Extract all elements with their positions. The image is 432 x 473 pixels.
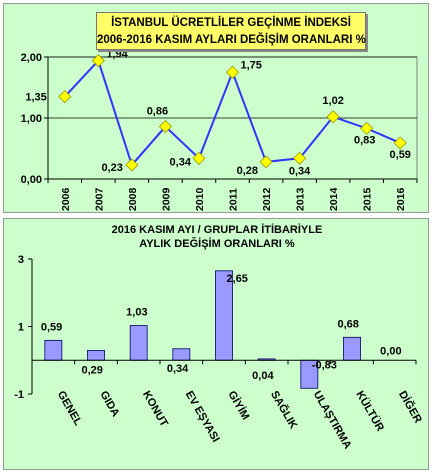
x-tick-label: 2015: [362, 187, 374, 211]
x-tick-label: 2013: [295, 187, 307, 211]
data-point: [225, 65, 240, 79]
y-tick-label: 0,00: [21, 174, 42, 186]
line-chart-title-line-2: 2006-2016 KASIM AYLARI DEĞİŞİM ORANLARI …: [97, 34, 366, 46]
data-label: 0,83: [354, 134, 375, 146]
data-label: 0,28: [237, 165, 258, 177]
y-tick-label: -1: [14, 389, 24, 401]
data-point: [326, 110, 340, 124]
y-tick-label: 1,00: [21, 113, 42, 125]
data-label: 1,94: [106, 49, 128, 61]
x-tick-label: SAĞLIK: [268, 389, 300, 432]
x-tick-label: KONUT: [140, 389, 170, 429]
x-tick-label: GENEL: [55, 389, 84, 428]
line-chart-panel: 0,00 1,00 2,00 2006 2007 2008 2009 2010 2011 2012…: [3, 3, 429, 213]
x-tick-label: 2011: [228, 188, 240, 211]
data-label: 0,59: [390, 149, 411, 161]
data-point: [293, 151, 307, 165]
data-point: [91, 54, 105, 68]
bar-chart-title-line-1: 2016 KASIM AYI / GRUPLAR İTİBARİYLE: [111, 224, 323, 236]
bar: [172, 348, 191, 361]
data-label: 0,23: [101, 162, 122, 174]
y-tick-label: 2,00: [21, 52, 42, 64]
data-label: 0,86: [147, 106, 168, 118]
data-label: 0,68: [338, 318, 359, 330]
x-tick-label: 2008: [127, 187, 139, 211]
x-tick-label: 2016: [395, 187, 407, 211]
data-point: [58, 90, 72, 104]
bar: [44, 339, 63, 361]
data-label: 1,35: [25, 92, 46, 104]
bar: [87, 350, 105, 361]
bar-chart-panel: 2016 KASIM AYI / GRUPLAR İTİBARİYLE AYLI…: [3, 218, 429, 470]
data-point: [393, 136, 407, 150]
bar-chart: -1 1 3 0,59 0,29 1,03 0,34 2,65 0,04 -0,83 0,68 0,0…: [14, 254, 425, 451]
x-tick-label: DİĞER: [396, 389, 425, 426]
data-label: 2,65: [227, 273, 248, 285]
data-label: 0,29: [82, 364, 103, 376]
x-tick-label: 2010: [194, 187, 206, 211]
x-tick-label: 2014: [328, 187, 340, 211]
data-label: 0,34: [170, 156, 192, 168]
x-tick-label: 2007: [93, 187, 105, 211]
data-point: [192, 151, 206, 165]
x-tick-label: 2006: [60, 187, 72, 211]
data-label: -0,83: [312, 359, 337, 371]
x-tick-label: 2009: [160, 187, 172, 211]
data-label: 0,00: [380, 345, 401, 357]
data-label: 0,04: [252, 370, 274, 382]
bar: [343, 336, 361, 361]
line-chart-title-line-1: İSTANBUL ÜCRETLİLER GEÇİNME İNDEKSİ: [111, 17, 351, 29]
data-label: 1,03: [126, 306, 147, 318]
y-tick-label: 1: [18, 322, 24, 334]
data-point: [360, 121, 374, 135]
data-point: [158, 119, 172, 134]
x-tick-label: 2012: [261, 187, 273, 211]
data-label: 1,75: [241, 59, 262, 71]
bar: [129, 325, 148, 361]
data-label: 0,59: [41, 321, 62, 333]
data-point: [259, 155, 273, 169]
bar-chart-title-line-2: AYLIK DEĞİŞİM ORANLARI %: [139, 238, 295, 250]
data-label: 1,02: [322, 95, 343, 107]
bar-chart-title: 2016 KASIM AYI / GRUPLAR İTİBARİYLE AYLI…: [4, 223, 430, 251]
data-label: 0,34: [289, 165, 311, 177]
data-point: [125, 158, 139, 172]
line-chart: 0,00 1,00 2,00 2006 2007 2008 2009 2010 2011 2012…: [21, 49, 418, 211]
x-tick-label: EV EŞYASI: [183, 389, 222, 444]
y-tick-label: 3: [18, 254, 24, 266]
x-tick-label: KÜLTÜR: [353, 389, 386, 434]
data-label: 0,34: [167, 363, 189, 375]
x-tick-label: ULAŞTIRMA: [311, 389, 354, 451]
line-chart-title: İSTANBUL ÜCRETLİLER GEÇİNME İNDEKSİ 2006…: [96, 12, 366, 50]
